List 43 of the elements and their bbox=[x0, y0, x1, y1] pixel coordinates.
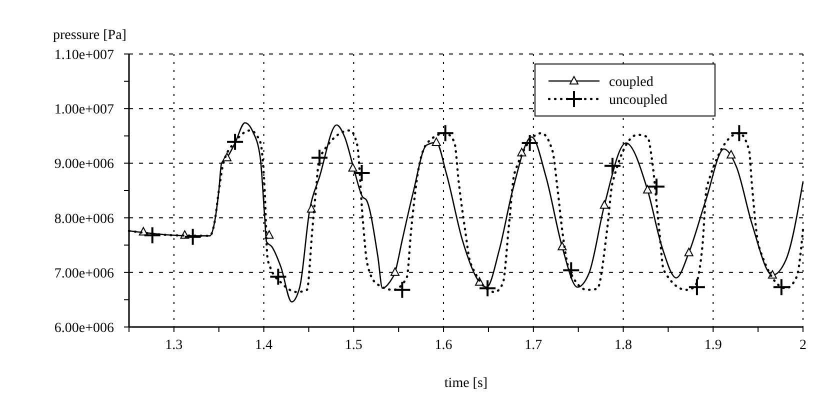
point bbox=[648, 178, 666, 196]
x-tick-label: 2 bbox=[800, 338, 806, 353]
x-tick-label: 1.6 bbox=[434, 338, 452, 353]
point bbox=[643, 184, 652, 194]
point bbox=[264, 230, 274, 239]
point bbox=[688, 278, 706, 296]
point bbox=[184, 228, 202, 246]
point bbox=[352, 164, 371, 182]
legend-label: coupled bbox=[609, 75, 654, 90]
y-tick-label: 1.00e+007 bbox=[54, 102, 114, 118]
point bbox=[226, 132, 244, 151]
y-tick-label: 1.10e+007 bbox=[54, 48, 114, 63]
point bbox=[520, 134, 539, 152]
point bbox=[730, 124, 748, 142]
x-tick-label: 1.3 bbox=[165, 338, 183, 353]
point bbox=[436, 124, 454, 142]
point bbox=[432, 137, 441, 146]
x-tick-label: 1.9 bbox=[704, 338, 722, 353]
point bbox=[478, 279, 497, 298]
legend-label: uncoupled bbox=[609, 93, 668, 108]
x-tick-label: 1.5 bbox=[344, 338, 362, 353]
point bbox=[269, 268, 288, 286]
point bbox=[684, 248, 694, 256]
point bbox=[772, 278, 790, 296]
y-tick-label: 8.00e+006 bbox=[54, 212, 114, 227]
point bbox=[310, 148, 329, 167]
point bbox=[562, 261, 580, 280]
y-tick-label: 6.00e+006 bbox=[54, 321, 114, 336]
point bbox=[726, 150, 736, 159]
y-tick-label: 9.00e+006 bbox=[54, 157, 114, 172]
x-tick-label: 1.4 bbox=[255, 338, 273, 353]
point bbox=[348, 163, 358, 172]
x-axis-title: time [s] bbox=[444, 376, 488, 391]
point bbox=[600, 200, 609, 209]
x-tick-label: 1.7 bbox=[524, 338, 542, 353]
point bbox=[603, 156, 622, 175]
point bbox=[143, 226, 162, 244]
point bbox=[393, 280, 412, 299]
y-axis-title: pressure [Pa] bbox=[53, 28, 126, 43]
y-tick-label: 7.00e+006 bbox=[54, 266, 114, 282]
point bbox=[306, 204, 316, 213]
x-tick-label: 1.8 bbox=[614, 338, 632, 353]
point bbox=[390, 267, 400, 276]
